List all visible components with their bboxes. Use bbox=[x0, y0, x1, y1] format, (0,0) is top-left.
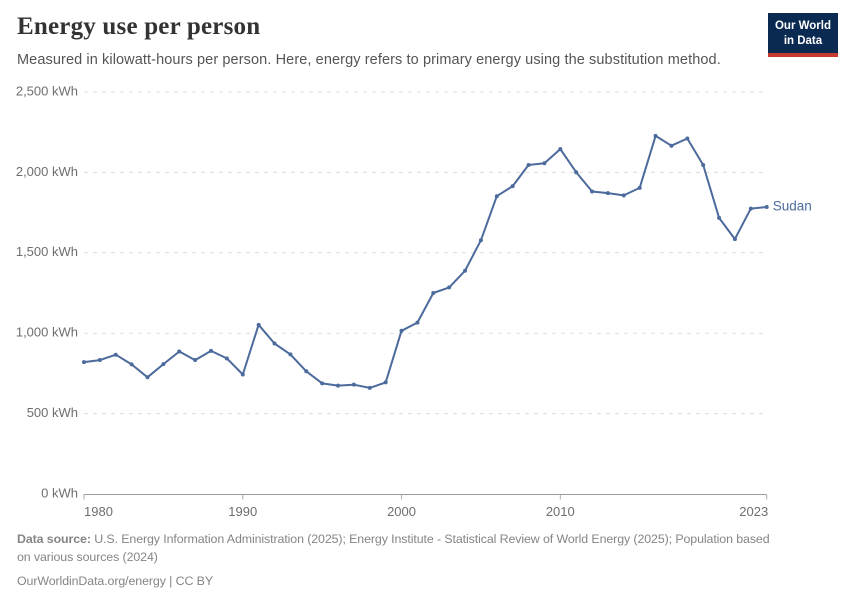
chart-footer: Data source: U.S. Energy Information Adm… bbox=[17, 531, 835, 591]
x-tick-label: 2010 bbox=[546, 504, 575, 519]
data-source-text-line2: on various sources (2024) bbox=[17, 549, 158, 564]
data-point bbox=[224, 356, 229, 361]
data-point bbox=[574, 170, 579, 175]
data-point bbox=[383, 380, 388, 385]
data-point bbox=[240, 372, 245, 377]
chart-subtitle: Measured in kilowatt-hours per person. H… bbox=[17, 52, 721, 68]
data-source-line: Data source: U.S. Energy Information Adm… bbox=[17, 531, 835, 567]
y-tick-label: 1,000 kWh bbox=[16, 325, 78, 340]
x-tick-label: 2023 bbox=[739, 504, 768, 519]
data-point bbox=[447, 285, 452, 290]
data-point bbox=[701, 163, 706, 168]
owid-logo[interactable]: Our World in Data bbox=[767, 13, 838, 57]
data-point bbox=[82, 360, 86, 365]
data-point bbox=[256, 322, 261, 327]
y-tick-label: 500 kWh bbox=[27, 405, 78, 420]
y-tick-label: 0 kWh bbox=[41, 485, 78, 500]
line-series-sudan bbox=[83, 134, 768, 389]
data-point bbox=[209, 348, 214, 353]
page-title: Energy use per person bbox=[17, 13, 261, 40]
y-tick-label: 2,000 kWh bbox=[16, 164, 78, 179]
data-point bbox=[351, 382, 356, 387]
data-point bbox=[320, 381, 325, 386]
data-point bbox=[621, 193, 626, 198]
data-point bbox=[478, 238, 483, 243]
data-point bbox=[288, 352, 293, 357]
data-point bbox=[113, 352, 118, 357]
data-point bbox=[526, 163, 531, 168]
data-point bbox=[717, 215, 722, 220]
data-point bbox=[304, 369, 309, 374]
owid-logo-line2: in Data bbox=[783, 34, 823, 47]
data-point bbox=[732, 237, 737, 242]
data-point bbox=[590, 189, 595, 194]
x-tick-label: 1980 bbox=[84, 504, 113, 519]
data-point bbox=[653, 133, 658, 138]
license-line: OurWorldinData.org/energy | CC BY bbox=[17, 573, 835, 591]
data-point bbox=[463, 268, 468, 273]
data-point bbox=[415, 320, 420, 325]
data-point bbox=[129, 362, 134, 367]
y-tick-label: 2,500 kWh bbox=[16, 83, 78, 98]
data-point bbox=[367, 385, 372, 390]
x-tick-label: 2000 bbox=[387, 504, 416, 519]
data-point bbox=[145, 375, 150, 380]
data-point bbox=[637, 185, 642, 190]
data-point bbox=[161, 362, 166, 367]
data-point bbox=[748, 206, 753, 211]
data-point bbox=[272, 341, 277, 346]
data-point bbox=[685, 136, 690, 141]
data-point bbox=[542, 161, 547, 166]
data-point bbox=[177, 349, 182, 354]
data-point bbox=[669, 143, 674, 148]
data-point bbox=[431, 291, 436, 295]
data-point bbox=[558, 147, 563, 152]
data-source-text-line1: U.S. Energy Information Administration (… bbox=[94, 532, 770, 546]
data-point bbox=[193, 358, 198, 363]
data-point bbox=[510, 184, 515, 189]
data-point bbox=[97, 358, 102, 363]
owid-url-link[interactable]: OurWorldinData.org/energy bbox=[17, 573, 166, 588]
y-tick-label: 1,500 kWh bbox=[16, 244, 78, 259]
data-point bbox=[494, 194, 499, 199]
owid-logo-line1: Our World bbox=[774, 20, 831, 32]
data-point bbox=[605, 191, 610, 196]
data-point bbox=[336, 383, 341, 388]
data-source-label: Data source: bbox=[17, 532, 91, 546]
x-tick-label: 1990 bbox=[228, 504, 257, 519]
series-label-sudan[interactable]: Sudan bbox=[773, 199, 812, 214]
license-label: CC BY bbox=[175, 573, 213, 588]
data-point bbox=[399, 328, 404, 333]
license-separator: | bbox=[165, 573, 176, 588]
data-point bbox=[764, 204, 769, 209]
